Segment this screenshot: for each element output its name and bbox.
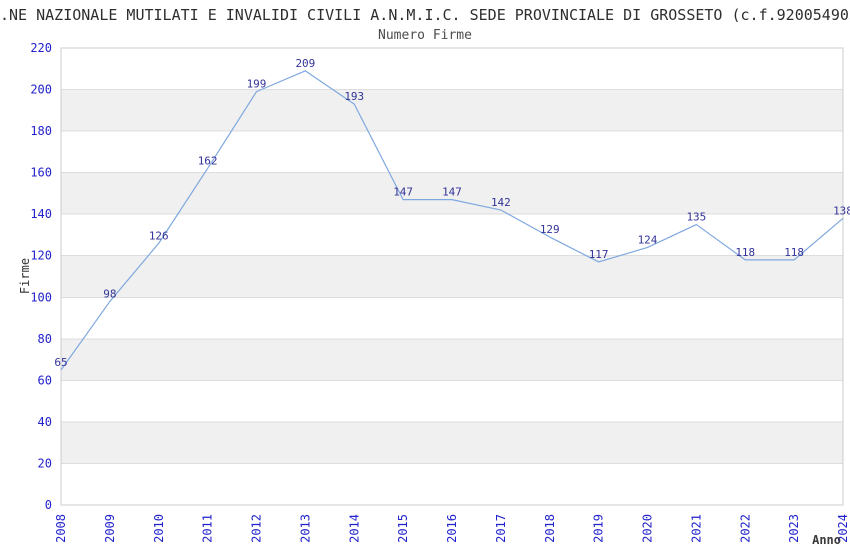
svg-text:209: 209 [295,57,315,70]
svg-text:129: 129 [540,223,560,236]
svg-text:2012: 2012 [250,514,264,543]
svg-text:2024: 2024 [836,514,850,543]
svg-text:20: 20 [38,456,52,470]
svg-text:2022: 2022 [738,514,752,543]
svg-text:2019: 2019 [592,514,606,543]
svg-text:2023: 2023 [787,514,801,543]
svg-text:180: 180 [30,124,52,138]
svg-text:118: 118 [784,246,804,259]
svg-text:60: 60 [38,373,52,387]
svg-text:135: 135 [686,211,706,224]
svg-text:138: 138 [833,204,850,217]
svg-text:200: 200 [30,83,52,97]
svg-text:160: 160 [30,166,52,180]
svg-text:2011: 2011 [201,514,215,543]
svg-text:140: 140 [30,207,52,221]
plot-gridlines [61,89,843,464]
svg-text:2009: 2009 [103,514,117,543]
svg-text:100: 100 [30,290,52,304]
svg-text:147: 147 [442,186,462,199]
svg-text:126: 126 [149,229,169,242]
svg-text:162: 162 [198,154,218,167]
svg-text:40: 40 [38,415,52,429]
svg-text:120: 120 [30,249,52,263]
svg-text:199: 199 [247,78,267,91]
x-axis-tick-labels: 2008 2009 2010 2011 2012 2013 2014 2015 2016 2017… [54,514,850,543]
svg-text:220: 220 [30,41,52,55]
svg-text:2008: 2008 [54,514,68,543]
svg-text:2013: 2013 [298,514,312,543]
svg-text:2020: 2020 [641,514,655,543]
svg-text:147: 147 [393,186,413,199]
data-series-line [60,70,844,371]
svg-text:142: 142 [491,196,511,209]
svg-text:0: 0 [45,498,52,512]
plot-border [60,47,844,506]
chart-title: .NE NAZIONALE MUTILATI E INVALIDI CIVILI… [0,6,850,24]
x-axis-title: Anno [812,533,841,547]
svg-text:124: 124 [638,233,658,246]
svg-text:2021: 2021 [689,514,703,543]
data-point-labels: 65 98 126 162 199 209 193 147 147 142 129 117 124 135… [54,57,850,369]
svg-text:193: 193 [344,90,364,103]
svg-text:118: 118 [735,246,755,259]
plot-bands [61,89,843,464]
svg-text:65: 65 [54,356,67,369]
svg-text:2015: 2015 [396,514,410,543]
svg-text:80: 80 [38,332,52,346]
svg-text:2014: 2014 [347,514,361,543]
chart-subtitle: Numero Firme [378,28,472,43]
svg-text:2016: 2016 [445,514,459,543]
svg-text:98: 98 [103,287,116,300]
y-axis-title: Firme [18,258,32,294]
svg-text:117: 117 [589,248,609,261]
svg-text:2017: 2017 [494,514,508,543]
y-axis-tick-labels: 0 20 40 60 80 100 120 140 160 180 200 220 [30,41,52,512]
svg-text:2010: 2010 [152,514,166,543]
svg-text:2018: 2018 [543,514,557,543]
